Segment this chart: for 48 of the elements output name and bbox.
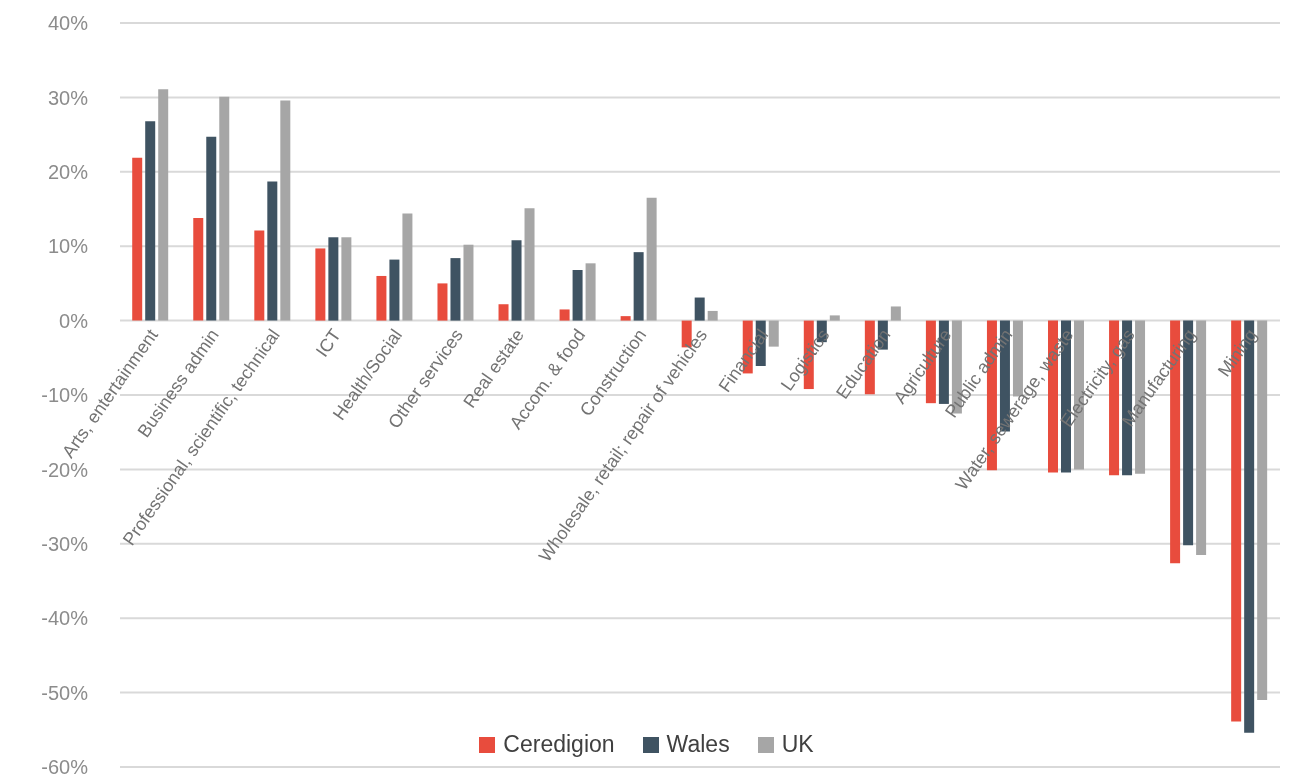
bar — [193, 217, 204, 321]
bar — [145, 121, 156, 321]
y-tick-label: 10% — [47, 235, 89, 258]
bar — [463, 244, 474, 321]
bar — [206, 136, 217, 321]
y-tick-label: -30% — [41, 532, 89, 555]
bar — [620, 316, 631, 321]
bar — [254, 230, 265, 321]
bar — [219, 96, 230, 321]
bar — [389, 259, 400, 321]
bar — [1196, 320, 1207, 555]
bar — [280, 100, 291, 321]
bar — [267, 181, 278, 321]
legend-label: Ceredigion — [503, 731, 615, 758]
bar — [498, 304, 509, 321]
bar — [437, 283, 448, 321]
y-tick-label: 30% — [47, 86, 89, 109]
y-tick-label: -40% — [41, 607, 89, 630]
bar — [524, 208, 535, 321]
y-tick-label: 0% — [59, 309, 89, 332]
bar — [315, 248, 326, 321]
bar — [158, 89, 169, 321]
bar — [572, 270, 583, 321]
y-tick-label: 40% — [47, 12, 89, 35]
bar — [132, 157, 143, 321]
bar — [450, 258, 461, 321]
bar — [1257, 320, 1268, 701]
bar — [829, 315, 840, 321]
y-tick-label: 20% — [47, 160, 89, 183]
bar — [376, 275, 387, 321]
legend-label: UK — [781, 731, 814, 758]
bar — [890, 306, 901, 321]
y-tick-label: -60% — [41, 756, 89, 776]
bar — [511, 240, 522, 321]
bar — [707, 310, 718, 321]
bar — [328, 237, 339, 321]
bar — [559, 309, 570, 321]
bar — [341, 237, 352, 321]
bar — [768, 320, 779, 347]
bar — [585, 263, 596, 321]
bar — [402, 213, 413, 321]
y-tick-label: -20% — [41, 458, 89, 481]
bar — [694, 297, 705, 321]
y-tick-label: -50% — [41, 681, 89, 704]
legend-label: Wales — [666, 731, 730, 758]
bar — [633, 252, 644, 321]
y-tick-label: -10% — [41, 384, 89, 407]
bar — [646, 197, 657, 321]
